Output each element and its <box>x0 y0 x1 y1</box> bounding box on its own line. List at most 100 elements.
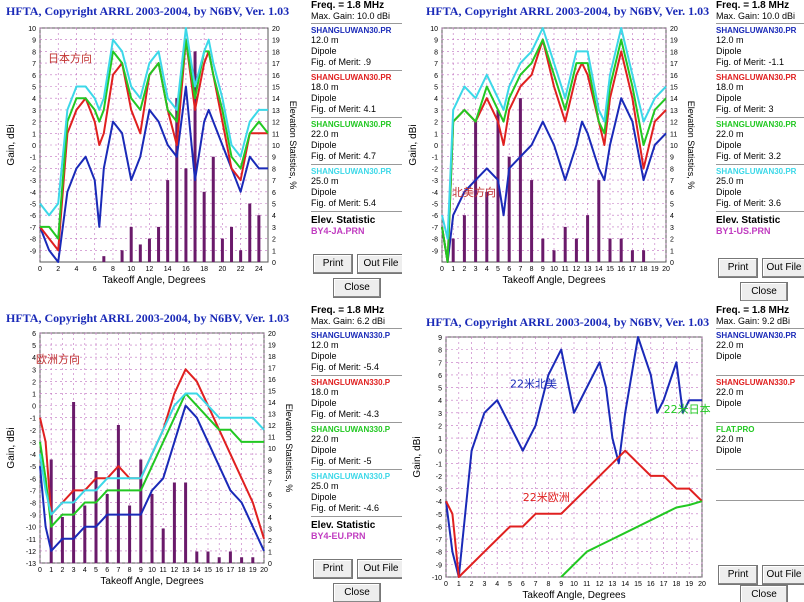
y-tick-label: 1 <box>32 392 36 399</box>
x-tick-label: 3 <box>474 266 478 273</box>
y-tick-label: -8 <box>30 237 36 244</box>
series-line <box>445 449 703 578</box>
close-button[interactable]: Close <box>740 282 788 301</box>
antenna-file: SHANGLUWAN30.PR <box>716 26 797 35</box>
figure-of-merit: Fig. of Merit: -5 <box>311 456 372 466</box>
elevation-bar <box>105 494 109 563</box>
antenna-height: 22.0 m <box>716 340 744 350</box>
print-button[interactable]: Print <box>718 258 758 278</box>
antenna-type: Dipole <box>716 46 742 56</box>
elevation-bar <box>257 215 261 262</box>
out-file-button[interactable]: Out File <box>357 559 402 579</box>
antenna-entry: SHANGLUWAN330.P 22.0 m Dipole Fig. of Me… <box>311 423 402 470</box>
elevation-bar <box>228 551 232 563</box>
antenna-height: 25.0 m <box>311 481 339 491</box>
side-panel: Freq. = 1.8 MHz Max. Gain: 6.2 dBi SHANG… <box>311 305 402 602</box>
y2-tick-label: 16 <box>670 73 678 80</box>
y-tick-label: -6 <box>432 213 438 220</box>
y-axis-label: Gain, dBi <box>412 436 423 477</box>
print-button[interactable]: Print <box>313 559 353 579</box>
elevation-bar <box>202 191 206 262</box>
antenna-entry: SHANGLUWAN30.PR 12.0 m Dipole Fig. of Me… <box>716 24 804 71</box>
y-tick-label: 6 <box>32 331 36 338</box>
y2-tick-label: 3 <box>670 225 674 232</box>
elevation-bar <box>630 250 634 262</box>
x-tick-label: 20 <box>219 266 227 273</box>
elevation-bar <box>530 180 534 262</box>
x-tick-label: 15 <box>204 567 212 574</box>
y-tick-label: -7 <box>30 488 36 495</box>
y-tick-label: -4 <box>436 499 442 506</box>
out-file-button[interactable]: Out File <box>762 565 804 585</box>
x-tick-label: 13 <box>584 266 592 273</box>
elevation-bar <box>72 402 76 563</box>
series-line <box>39 27 268 217</box>
y2-tick-label: 7 <box>268 481 272 488</box>
elevation-bar <box>251 557 255 563</box>
y2-tick-label: 3 <box>272 225 276 232</box>
close-button[interactable]: Close <box>333 583 381 602</box>
elevation-bar <box>129 226 133 262</box>
y-tick-label: -8 <box>30 500 36 507</box>
y-tick-label: 10 <box>430 26 438 33</box>
y-tick-label: 3 <box>32 367 36 374</box>
series-line <box>39 392 265 516</box>
y2-tick-label: 18 <box>670 49 678 56</box>
figure-of-merit: Fig. of Merit: -1.1 <box>716 57 785 67</box>
chart-panel-comparison: HFTA, Copyright ARRL 2003-2004, by N6BV,… <box>402 301 804 602</box>
antenna-height: 12.0 m <box>716 35 744 45</box>
x-tick-label: 1 <box>451 266 455 273</box>
x-tick-label: 18 <box>640 266 648 273</box>
y2-tick-label: 13 <box>272 108 280 115</box>
y-tick-label: -2 <box>30 428 36 435</box>
antenna-type: Dipole <box>716 93 742 103</box>
antenna-file: SHANGLUWAN330.P <box>311 425 391 434</box>
y-tick-label: -2 <box>30 166 36 173</box>
y-tick-label: -4 <box>432 190 438 197</box>
y-tick-label: 9 <box>32 38 36 45</box>
y2-tick-label: 16 <box>268 377 276 384</box>
y-tick-label: -3 <box>30 440 36 447</box>
elev-statistic-title: Elev. Statistic <box>716 215 781 226</box>
y2-tick-label: 6 <box>272 190 276 197</box>
x-tick-label: 10 <box>550 266 558 273</box>
x-tick-label: 22 <box>237 266 245 273</box>
elev-statistic-title: Elev. Statistic <box>311 215 376 226</box>
antenna-entry: SHANGLUWAN30.PR 18.0 m Dipole Fig. of Me… <box>311 71 402 118</box>
x-tick-label: 14 <box>595 266 603 273</box>
out-file-button[interactable]: Out File <box>357 254 402 274</box>
elevation-bar <box>552 250 556 262</box>
x-tick-label: 5 <box>94 567 98 574</box>
antenna-type: Dipole <box>716 187 742 197</box>
close-button[interactable]: Close <box>333 278 381 298</box>
elev-statistic-file: BY4-EU.PRN <box>311 531 366 541</box>
elevation-bar <box>541 238 545 262</box>
x-tick-label: 12 <box>573 266 581 273</box>
elevation-bar <box>518 98 522 262</box>
x-tick-label: 2 <box>56 266 60 273</box>
y-tick-label: -2 <box>436 474 442 481</box>
close-button[interactable]: Close <box>740 585 788 602</box>
print-button[interactable]: Print <box>313 254 353 274</box>
antenna-file: FLAT.PRO <box>716 425 755 434</box>
y-tick-label: 5 <box>438 386 442 393</box>
y2-tick-label: 19 <box>272 38 280 45</box>
x-tick-label: 3 <box>72 567 76 574</box>
out-file-button[interactable]: Out File <box>762 258 804 278</box>
figure-of-merit: Fig. of Merit: 5.4 <box>311 198 377 208</box>
figure-of-merit: Fig. of Merit: 3.2 <box>716 151 782 161</box>
x-tick-label: 12 <box>171 567 179 574</box>
y-tick-label: 8 <box>434 49 438 56</box>
chart-title: HFTA, Copyright ARRL 2003-2004, by N6BV,… <box>426 4 710 18</box>
print-button[interactable]: Print <box>718 565 758 585</box>
antenna-file: SHANGLUWAN30.PR <box>311 120 392 129</box>
chart-title: HFTA, Copyright ARRL 2003-2004, by N6BV,… <box>6 4 290 18</box>
y-tick-label: -4 <box>30 190 36 197</box>
y-tick-label: 0 <box>434 143 438 150</box>
x-tick-label: 9 <box>139 567 143 574</box>
y-tick-label: 6 <box>434 73 438 80</box>
x-tick-label: 13 <box>609 581 617 588</box>
x-tick-label: 0 <box>38 266 42 273</box>
antenna-entry: SHANGLUWAN30.PR 25.0 m Dipole Fig. of Me… <box>311 165 402 212</box>
y-tick-label: -8 <box>432 237 438 244</box>
